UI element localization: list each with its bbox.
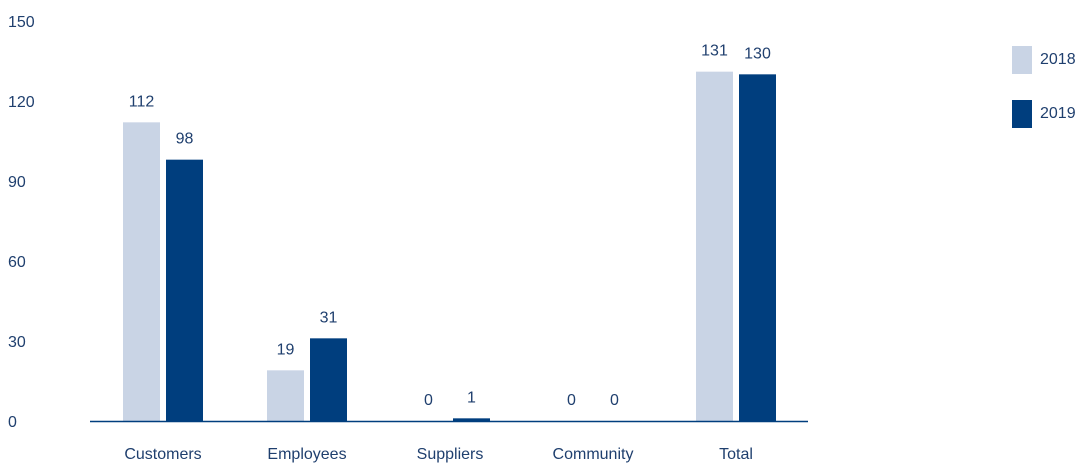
data-label-2018-community: 0 xyxy=(567,392,576,409)
y-tick-label: 120 xyxy=(8,94,35,111)
legend-item-2019: 2019 xyxy=(1012,100,1076,128)
x-tick-label: Employees xyxy=(267,446,346,463)
y-axis-ticks: 0 30 60 90 120 150 xyxy=(8,14,35,431)
y-tick-label: 60 xyxy=(8,254,26,271)
x-tick-label: Customers xyxy=(124,446,201,463)
legend-swatch-2018 xyxy=(1012,46,1032,74)
data-label-2018-employees: 19 xyxy=(277,341,295,358)
data-label-2018-suppliers: 0 xyxy=(424,392,433,409)
y-tick-label: 90 xyxy=(8,174,26,191)
bars xyxy=(123,71,776,422)
y-tick-label: 150 xyxy=(8,14,35,31)
y-tick-label: 30 xyxy=(8,334,26,351)
legend-label-2018: 2018 xyxy=(1040,51,1076,68)
data-label-2018-customers: 112 xyxy=(129,93,155,110)
bar-2018-total xyxy=(696,71,733,422)
data-labels: 112 98 19 31 0 1 0 0 131 130 xyxy=(129,43,771,409)
data-label-2019-community: 0 xyxy=(610,392,619,409)
data-label-2019-customers: 98 xyxy=(176,131,194,148)
legend-swatch-2019 xyxy=(1012,100,1032,128)
legend-label-2019: 2019 xyxy=(1040,105,1076,122)
bar-2019-employees xyxy=(310,338,347,421)
data-label-2019-employees: 31 xyxy=(320,309,338,326)
legend-item-2018: 2018 xyxy=(1012,46,1076,74)
bar-2018-employees xyxy=(267,370,304,421)
legend: 2018 2019 xyxy=(1012,46,1076,154)
data-label-2019-total: 130 xyxy=(744,45,771,62)
x-tick-label: Suppliers xyxy=(417,446,484,463)
x-axis-categories: Customers Employees Suppliers Community Tota… xyxy=(124,446,753,463)
data-label-2018-total: 131 xyxy=(701,43,728,60)
x-tick-label: Total xyxy=(719,446,753,463)
bar-2019-customers xyxy=(166,159,203,421)
bar-2018-customers xyxy=(123,122,160,421)
y-tick-label: 0 xyxy=(8,414,17,431)
bar-2019-total xyxy=(739,74,776,421)
data-label-2019-suppliers: 1 xyxy=(467,389,476,406)
x-tick-label: Community xyxy=(553,446,634,463)
bar-2019-suppliers xyxy=(453,418,490,421)
